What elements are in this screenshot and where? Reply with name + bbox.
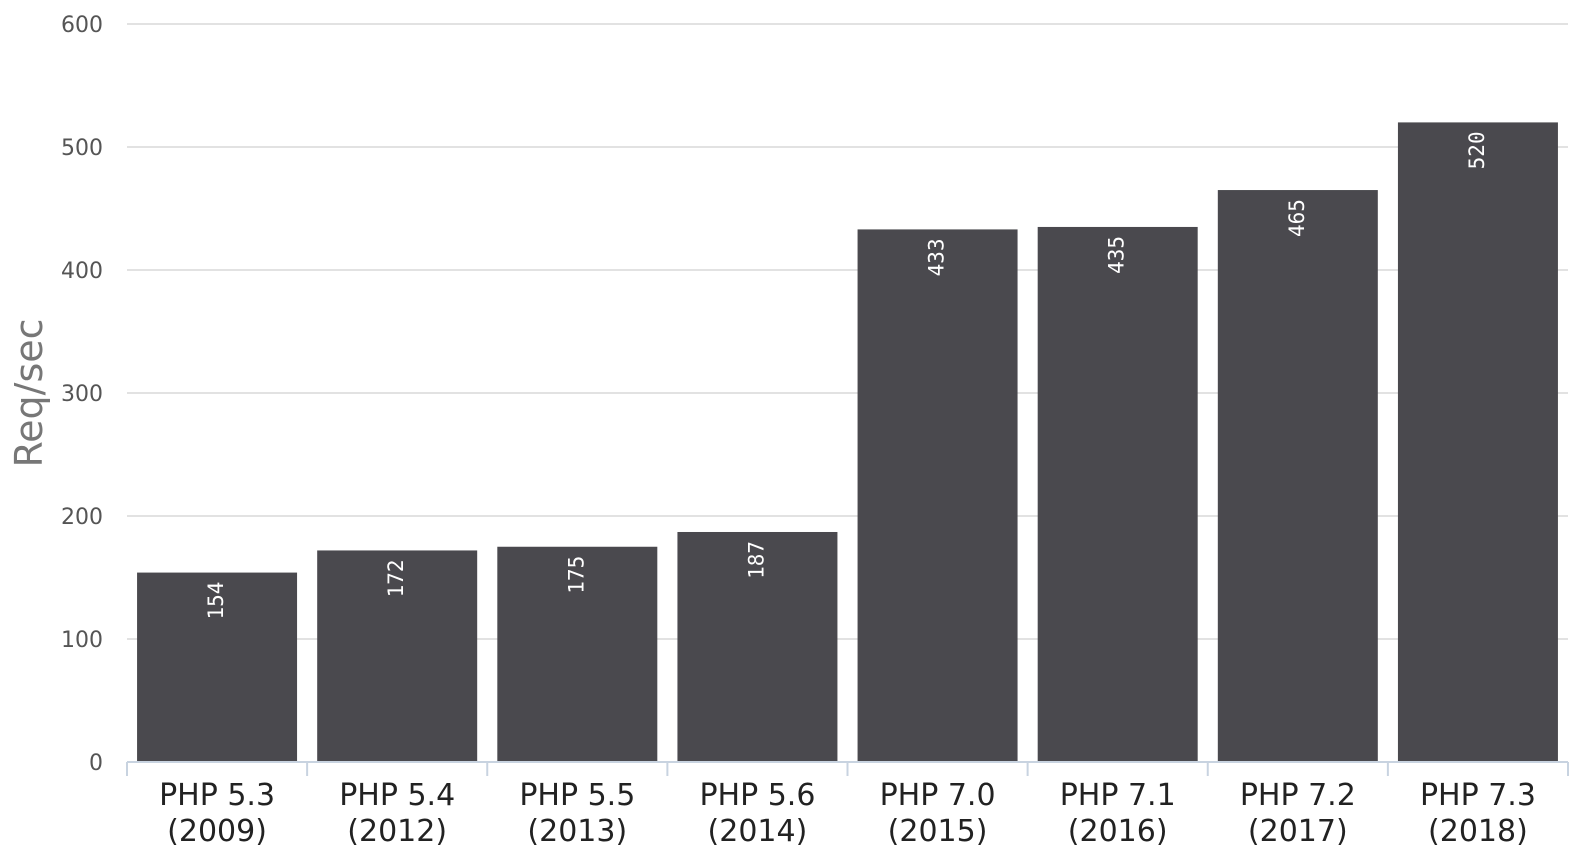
x-tick-label: PHP 5.6	[699, 778, 815, 813]
x-tick-label-year: (2015)	[888, 814, 988, 849]
x-tick-label-year: (2012)	[347, 814, 447, 849]
x-tick-label-year: (2013)	[527, 814, 627, 849]
bar	[317, 550, 478, 762]
x-tick-label-year: (2009)	[167, 814, 267, 849]
bar	[1397, 122, 1558, 762]
y-tick-label: 200	[61, 505, 103, 530]
bar-value-label: 520	[1465, 131, 1489, 169]
x-tick-label: PHP 5.5	[519, 778, 635, 813]
bar	[677, 531, 838, 762]
y-tick-label: 600	[61, 13, 103, 38]
bar-value-label: 175	[564, 556, 588, 594]
bar	[497, 546, 658, 762]
x-tick-label: PHP 7.1	[1060, 778, 1176, 813]
y-tick-label: 0	[89, 751, 103, 776]
y-tick-label: 300	[61, 382, 103, 407]
x-tick-label: PHP 5.4	[339, 778, 455, 813]
x-tick-label: PHP 7.2	[1240, 778, 1356, 813]
bars: 154 172 175 187 433 435 465 520	[137, 122, 1558, 763]
x-axis-ticks: PHP 5.3(2009) PHP 5.4(2012) PHP 5.5(2013) P…	[159, 778, 1536, 849]
bar-value-label: 433	[925, 238, 949, 276]
x-tick-label-year: (2018)	[1428, 814, 1528, 849]
bar	[1037, 226, 1198, 762]
y-axis-ticks: 0 100 200 300 400 500 600	[61, 13, 103, 776]
y-tick-label: 400	[61, 259, 103, 284]
bar-value-label: 187	[744, 541, 768, 579]
x-tick-label: PHP 5.3	[159, 778, 275, 813]
x-tick-label: PHP 7.3	[1420, 778, 1536, 813]
bar-value-label: 465	[1285, 199, 1309, 237]
bar-value-label: 154	[204, 582, 228, 620]
y-tick-label: 500	[61, 136, 103, 161]
x-axis	[126, 761, 1569, 776]
bar	[1217, 190, 1378, 763]
y-axis-title: Req/sec	[7, 318, 51, 467]
x-tick-label-year: (2014)	[708, 814, 808, 849]
x-tick-label-year: (2017)	[1248, 814, 1348, 849]
x-tick-label-year: (2016)	[1068, 814, 1168, 849]
bar-value-label: 172	[384, 559, 408, 597]
bar-value-label: 435	[1105, 236, 1129, 274]
bar	[137, 572, 298, 762]
x-tick-label: PHP 7.0	[880, 778, 996, 813]
bar	[857, 229, 1018, 762]
y-tick-label: 100	[61, 628, 103, 653]
